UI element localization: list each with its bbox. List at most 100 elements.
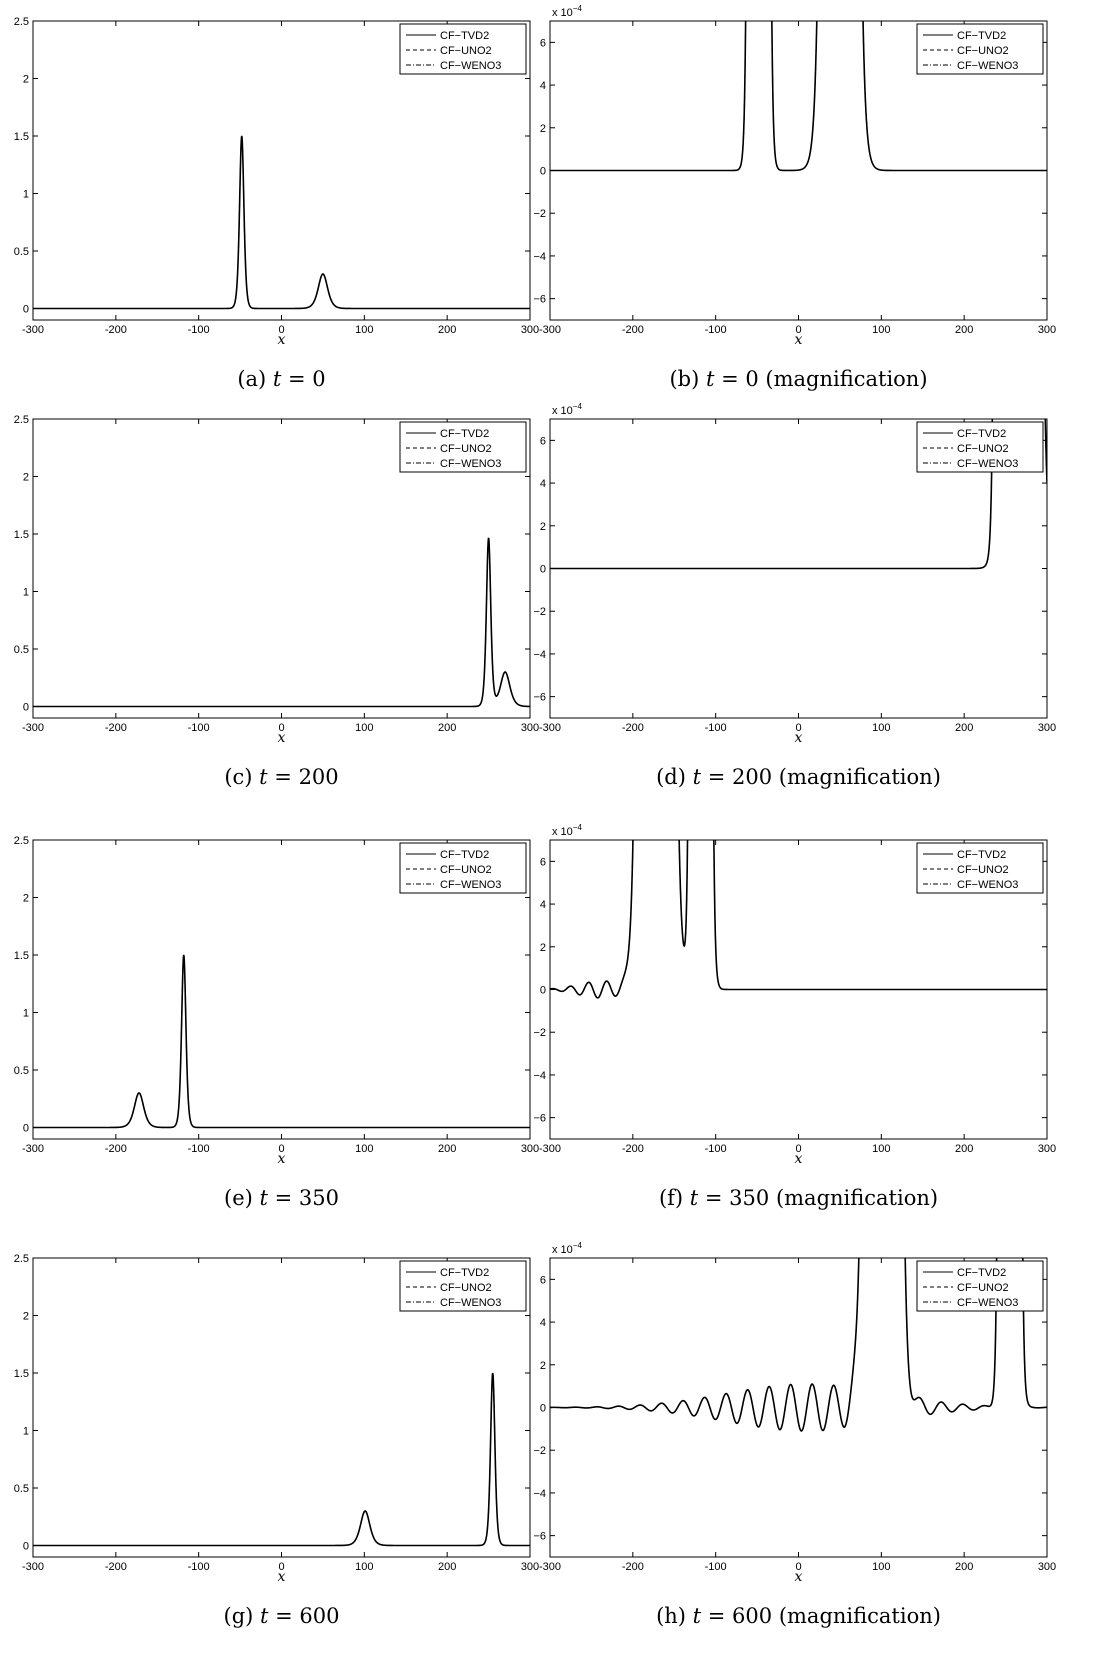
legend-entry: CF−UNO2	[440, 443, 492, 455]
caption-variable: t	[259, 765, 268, 789]
legend-entry: CF−WENO3	[957, 1297, 1018, 1309]
y-tick-label: 6	[540, 1274, 546, 1286]
legend-entry: CF−WENO3	[440, 879, 501, 891]
caption-variable: t	[693, 765, 702, 789]
y-tick-label: 4	[540, 899, 546, 911]
y-tick-label: 0	[540, 166, 546, 178]
series-line-dashed	[33, 537, 530, 707]
x-tick-label: 200	[955, 1561, 973, 1573]
legend-entry: CF−WENO3	[957, 458, 1018, 470]
y-tick-label: −6	[533, 1113, 546, 1125]
legend-box	[399, 23, 527, 75]
legend-entry: CF−UNO2	[957, 864, 1009, 876]
x-tick-label: -100	[188, 722, 210, 734]
caption-variable: t	[260, 1604, 269, 1628]
x-tick-label: 200	[438, 722, 456, 734]
panel-caption: (g) t = 600	[224, 1604, 340, 1628]
x-tick-label: -100	[705, 722, 727, 734]
y-tick-label: 2	[23, 1311, 29, 1323]
y-tick-label: 1.5	[14, 131, 29, 143]
legend: CF−TVD2 CF−UNO2 CF−WENO3	[916, 1260, 1044, 1312]
y-tick-label: 2.5	[14, 835, 29, 847]
legend-entry: CF−TVD2	[957, 849, 1006, 861]
y-tick-label: 0	[23, 1123, 29, 1135]
x-tick-label: -300	[22, 1143, 44, 1155]
x-tick-label: 200	[438, 1143, 456, 1155]
y-tick-label: −2	[533, 1445, 546, 1457]
y-tick-label: 1.5	[14, 529, 29, 541]
x-tick-label: -200	[105, 722, 127, 734]
x-tick-label: 0	[795, 1143, 801, 1155]
x-tick-label: 300	[1038, 722, 1056, 734]
y-tick-label: −6	[533, 1531, 546, 1543]
legend-entry: CF−WENO3	[440, 458, 501, 470]
y-tick-label: 6	[540, 856, 546, 868]
y-tick-label: −6	[533, 692, 546, 704]
y-exponent-label: x 10−4	[552, 823, 582, 838]
y-tick-label: 0.5	[14, 1065, 29, 1077]
legend-entry: CF−WENO3	[957, 879, 1018, 891]
exponent-power: −4	[573, 4, 583, 13]
exponent-base: x 10	[552, 405, 573, 417]
x-tick-label: -100	[705, 1143, 727, 1155]
x-tick-label: 0	[795, 324, 801, 336]
x-tick-label: -200	[105, 324, 127, 336]
y-tick-label: 1	[23, 1426, 29, 1438]
y-tick-label: 4	[540, 1317, 546, 1329]
y-tick-label: 0	[540, 564, 546, 576]
caption-value: = 200 (magnification)	[701, 765, 941, 789]
series-line-dashdot	[550, 21, 1047, 171]
x-tick-label: 0	[278, 1561, 284, 1573]
x-tick-label: 200	[955, 1143, 973, 1155]
panel-caption: (c) t = 200	[224, 765, 338, 789]
x-tick-label: -100	[188, 324, 210, 336]
series-line-solid	[33, 135, 530, 310]
series-line-dashdot	[33, 135, 530, 309]
caption-value: = 600	[268, 1604, 339, 1628]
caption-value: = 600 (magnification)	[701, 1604, 941, 1628]
caption-label: (f)	[659, 1186, 690, 1210]
y-tick-label: 1.5	[14, 1368, 29, 1380]
x-axis-label: x	[278, 1569, 286, 1585]
x-tick-label: -100	[188, 1561, 210, 1573]
caption-variable: t	[706, 367, 715, 391]
x-axis-label: x	[278, 332, 286, 348]
x-tick-label: 300	[521, 1143, 539, 1155]
legend: CF−TVD2 CF−UNO2 CF−WENO3	[399, 1260, 527, 1312]
legend-entry: CF−WENO3	[440, 1297, 501, 1309]
y-tick-label: −6	[533, 294, 546, 306]
legend-entry: CF−WENO3	[440, 60, 501, 72]
x-tick-label: 300	[1038, 324, 1056, 336]
y-tick-label: 2	[540, 521, 546, 533]
series-line-dashed	[33, 135, 530, 309]
legend-entry: CF−TVD2	[440, 30, 489, 42]
chart-panel-g: -300 -200 -100 0 100 200 300 0 0.5 1 1.5 2 2.5 x CF−TV…	[14, 1253, 539, 1628]
x-tick-label: -100	[705, 1561, 727, 1573]
legend-entry: CF−UNO2	[440, 864, 492, 876]
x-tick-label: -300	[22, 722, 44, 734]
x-tick-label: 0	[278, 324, 284, 336]
y-tick-label: 1	[23, 587, 29, 599]
x-axis-label: x	[278, 730, 286, 746]
y-tick-label: 4	[540, 478, 546, 490]
exponent-power: −4	[573, 823, 583, 832]
y-tick-label: 2.5	[14, 1253, 29, 1265]
x-tick-label: 300	[521, 324, 539, 336]
exponent-base: x 10	[552, 7, 573, 19]
x-tick-label: -100	[705, 324, 727, 336]
y-tick-label: 2	[540, 123, 546, 135]
y-tick-label: 1	[23, 1008, 29, 1020]
caption-value: = 0 (magnification)	[714, 367, 927, 391]
x-tick-label: -200	[622, 324, 644, 336]
legend: CF−TVD2 CF−UNO2 CF−WENO3	[916, 842, 1044, 894]
caption-variable: t	[690, 1186, 699, 1210]
x-tick-label: -200	[622, 1143, 644, 1155]
caption-label: (b)	[669, 367, 706, 391]
y-tick-label: 2	[23, 74, 29, 86]
panel-caption: (h) t = 600 (magnification)	[656, 1604, 941, 1628]
legend-entry: CF−TVD2	[440, 428, 489, 440]
